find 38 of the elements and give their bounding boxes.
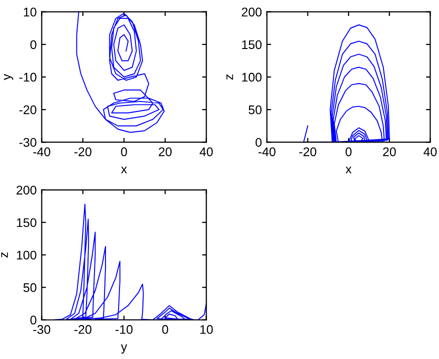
y-tick-label: 100: [242, 72, 262, 82]
y-tick-label: -30: [19, 138, 36, 147]
y-axis-title: z: [1, 252, 8, 258]
y-tick-label: 150: [16, 218, 36, 228]
x-tick-label: 10: [200, 325, 213, 334]
y-tick-label: 150: [242, 40, 262, 50]
line-series: [76, 12, 165, 133]
x-axis-title: x: [346, 166, 352, 174]
x-axis-title: x: [121, 166, 128, 174]
x-tick-label: 40: [424, 147, 437, 156]
x-tick-label: 20: [158, 147, 172, 156]
y-axis-title: y: [4, 74, 14, 80]
y-tick-label: 50: [248, 105, 262, 114]
y-tick-label: 10: [24, 8, 36, 16]
y-tick-label: -10: [19, 72, 36, 82]
y-tick-label: 100: [16, 250, 36, 260]
x-tick-label: -10: [116, 325, 133, 334]
line-series: [54, 204, 206, 320]
x-tick-label: 20: [383, 147, 396, 156]
x-tick-label: 0: [121, 147, 128, 156]
x-tick-label: -20: [74, 147, 92, 156]
x-tick-label: -20: [74, 325, 92, 334]
y-tick-label: 50: [23, 283, 36, 292]
x-tick-label: -20: [299, 147, 316, 156]
x-tick-label: -40: [33, 147, 50, 156]
y-tick-label: -20: [19, 105, 36, 114]
x-tick-label: 0: [346, 147, 352, 156]
x-tick-label: 40: [200, 147, 213, 156]
y-axis-title: z: [226, 74, 234, 80]
line-series: [303, 24, 390, 142]
y-tick-label: 0: [30, 316, 36, 325]
y-tick-label: 200: [16, 186, 36, 195]
x-tick-label: 0: [162, 325, 168, 334]
y-tick-label: 0: [30, 40, 36, 50]
y-tick-label: 200: [242, 8, 262, 16]
x-axis-title: y: [120, 344, 128, 354]
x-tick-label: -40: [258, 147, 276, 156]
y-tick-label: 0: [256, 138, 262, 147]
